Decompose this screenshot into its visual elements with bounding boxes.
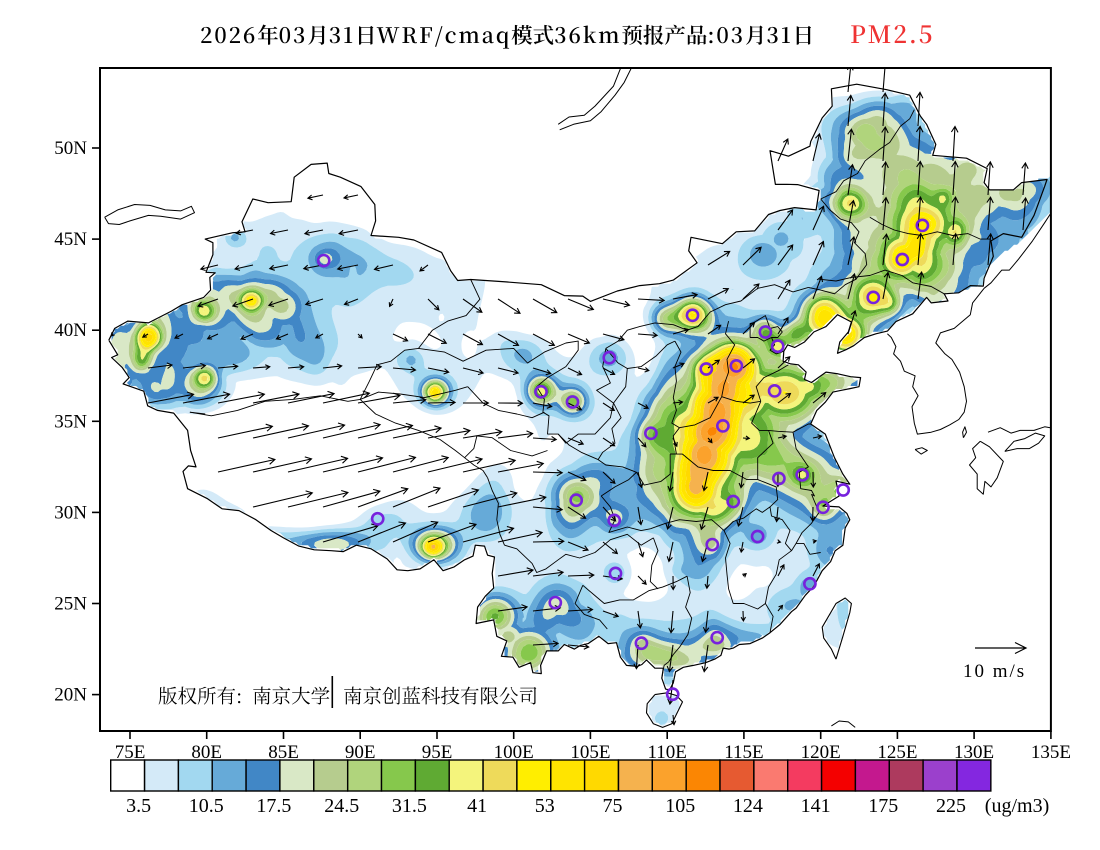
svg-text:85E: 85E [268, 742, 299, 763]
svg-text:30N: 30N [54, 502, 87, 523]
svg-text:141: 141 [801, 795, 831, 817]
svg-text:24.5: 24.5 [324, 795, 359, 817]
svg-text:130E: 130E [954, 742, 994, 763]
svg-text:95E: 95E [422, 742, 453, 763]
svg-text:105: 105 [665, 795, 695, 817]
svg-text:45N: 45N [54, 229, 87, 250]
svg-text:25N: 25N [54, 594, 87, 615]
svg-text:110E: 110E [647, 742, 686, 763]
svg-text:80E: 80E [191, 742, 222, 763]
svg-text:225: 225 [936, 795, 966, 817]
svg-text:90E: 90E [345, 742, 376, 763]
svg-text:20N: 20N [54, 685, 87, 706]
svg-text:175: 175 [868, 795, 898, 817]
svg-text:50N: 50N [54, 138, 87, 159]
svg-text:10 m/s: 10 m/s [963, 661, 1026, 682]
svg-text:31.5: 31.5 [392, 795, 427, 817]
svg-text:125E: 125E [877, 742, 917, 763]
svg-text:41: 41 [467, 795, 487, 817]
svg-text:40N: 40N [54, 320, 87, 341]
svg-text:3.5: 3.5 [126, 795, 151, 817]
svg-text:(ug/m3): (ug/m3) [985, 795, 1049, 817]
svg-text:105E: 105E [570, 742, 610, 763]
svg-text:53: 53 [535, 795, 555, 817]
svg-text:35N: 35N [54, 411, 87, 432]
svg-text:75: 75 [603, 795, 623, 817]
svg-text:100E: 100E [494, 742, 534, 763]
svg-text:17.5: 17.5 [256, 795, 291, 817]
svg-text:10.5: 10.5 [189, 795, 224, 817]
svg-text:124: 124 [733, 795, 763, 817]
svg-text:115E: 115E [724, 742, 763, 763]
svg-text:120E: 120E [801, 742, 841, 763]
svg-text:75E: 75E [115, 742, 146, 763]
svg-text:135E: 135E [1031, 742, 1071, 763]
